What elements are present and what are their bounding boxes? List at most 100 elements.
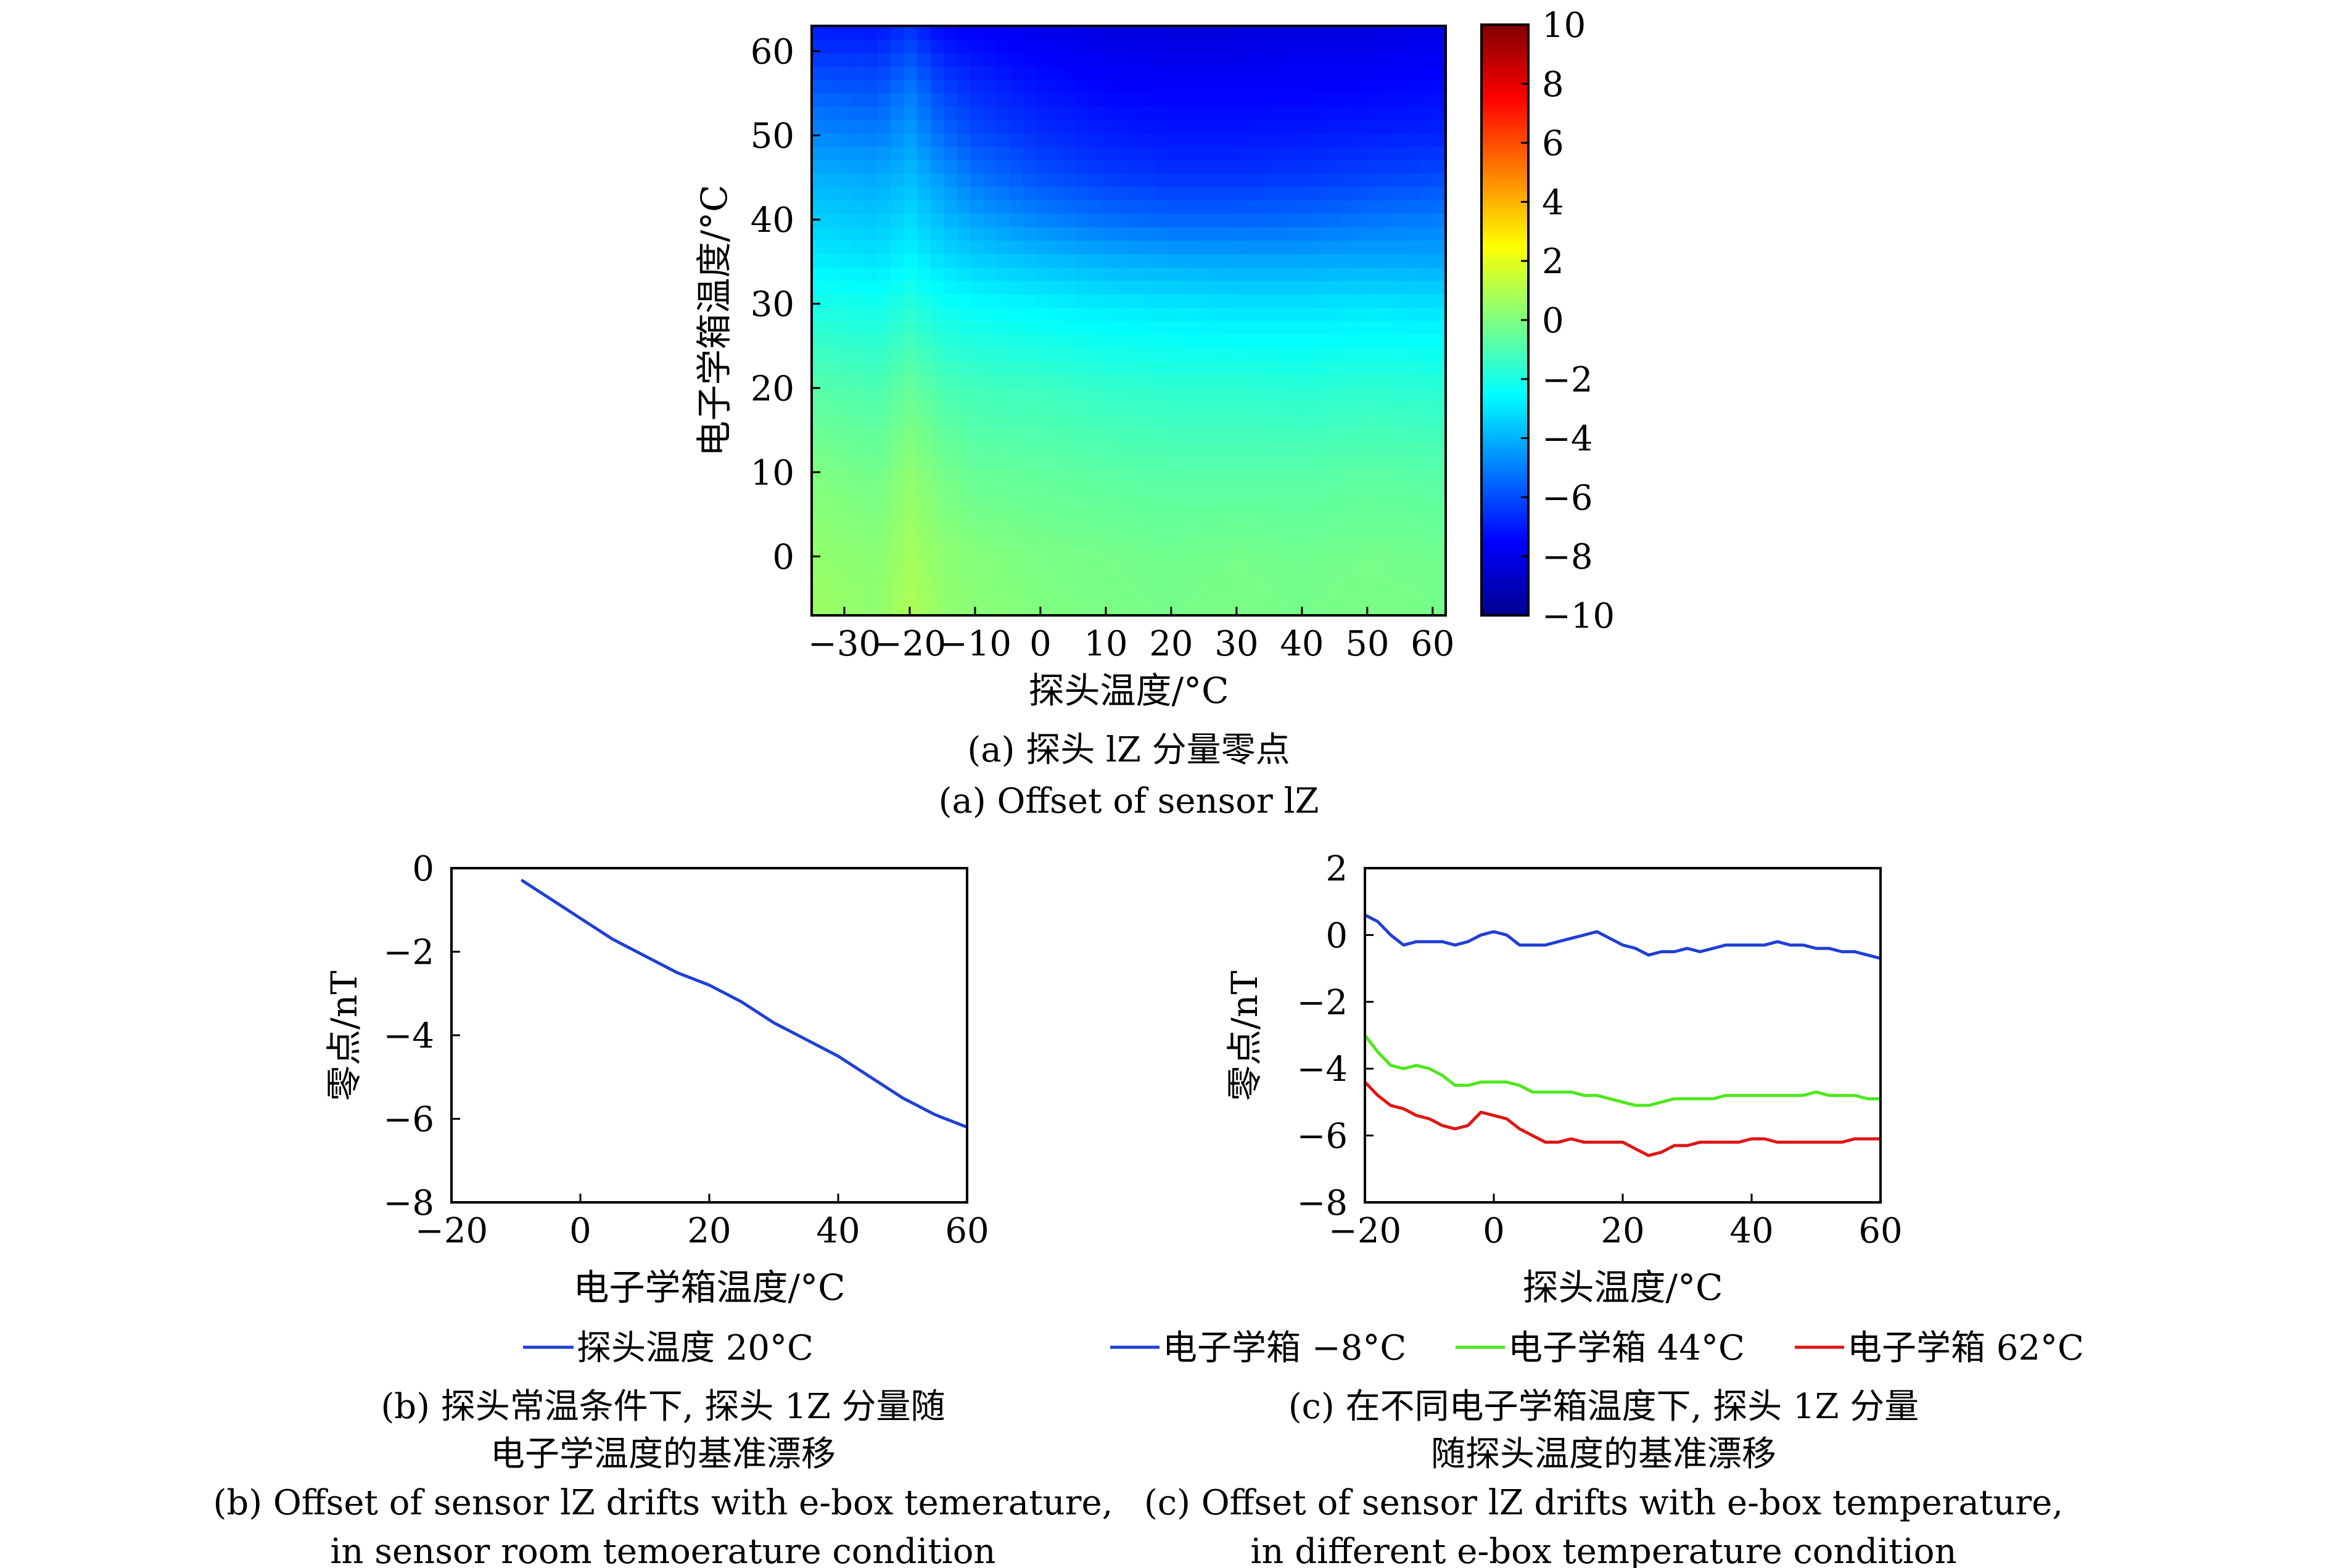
heatmap-cell	[851, 602, 865, 615]
heatmap-cell	[1115, 173, 1129, 187]
heatmap-cell	[1089, 481, 1103, 496]
heatmap-cell	[1089, 468, 1103, 482]
heatmap-cell	[1340, 588, 1354, 602]
heatmap-cell	[878, 92, 892, 107]
heatmap-cell	[1261, 173, 1275, 187]
heatmap-cell	[1287, 361, 1301, 375]
heatmap-cell	[825, 548, 839, 562]
heatmap-cell	[1406, 321, 1420, 335]
heatmap-cell	[1247, 588, 1261, 602]
heatmap-cell	[825, 441, 839, 455]
heatmap-cell	[1155, 427, 1169, 442]
heatmap-cell	[1062, 186, 1077, 201]
heatmap-cell	[891, 468, 905, 482]
heatmap-cell	[930, 401, 944, 415]
heatmap-cell	[1142, 361, 1156, 375]
heatmap-cell	[957, 79, 971, 94]
heatmap-cell	[1010, 387, 1024, 402]
heatmap-cell	[1023, 562, 1037, 576]
heatmap-cell	[1261, 321, 1275, 335]
heatmap-cell	[1353, 334, 1367, 348]
heatmap-cell	[1340, 26, 1354, 40]
heatmap-cell	[957, 280, 971, 295]
heatmap-cell	[983, 427, 997, 442]
caption-a-en: (a) Offset of sensor lZ	[939, 781, 1319, 821]
heatmap-cell	[1208, 481, 1222, 496]
heatmap-cell	[1181, 267, 1195, 281]
heatmap-cell	[1366, 79, 1380, 94]
heatmap-cell	[1327, 321, 1341, 335]
heatmap-cell	[1261, 146, 1275, 160]
heatmap-cell	[1181, 334, 1195, 348]
heatmap-cell	[1208, 307, 1222, 321]
heatmap-cell	[825, 535, 839, 549]
heatmap-cell	[1419, 39, 1433, 54]
heatmap-cell	[1076, 66, 1090, 80]
heatmap-cell	[944, 66, 958, 80]
heatmap-cell	[1129, 575, 1143, 589]
heatmap-cell	[1432, 52, 1446, 67]
heatmap-cell	[904, 321, 918, 335]
heatmap-cell	[878, 361, 892, 375]
heatmap-cell	[1366, 548, 1380, 562]
heatmap-cell	[838, 347, 852, 361]
heatmap-cell	[1181, 226, 1195, 241]
heatmap-cell	[1274, 213, 1288, 228]
heatmap-cell	[851, 521, 865, 536]
heatmap-cell	[1393, 414, 1407, 429]
heatmap-cell	[1287, 481, 1301, 496]
heatmap-cell	[1313, 454, 1327, 469]
heatmap-cell	[904, 120, 918, 134]
heatmap-cell	[1102, 387, 1116, 402]
heatmap-cell	[917, 361, 931, 375]
heatmap-cell	[1313, 173, 1327, 187]
heatmap-cell	[1287, 347, 1301, 361]
heatmap-cell	[1076, 307, 1090, 321]
heatmap-cell	[996, 226, 1010, 241]
heatmap-cell	[838, 334, 852, 348]
heatmap-cell	[930, 414, 944, 429]
heatmap-cell	[1168, 575, 1182, 589]
heatmap-cell	[1340, 508, 1354, 522]
heatmap-cell	[996, 307, 1010, 321]
heatmap-cell	[1406, 334, 1420, 348]
heatmap-cell	[1432, 226, 1446, 241]
heatmap-cell	[1247, 361, 1261, 375]
heatmap-cell	[1076, 293, 1090, 308]
heatmap-cell	[1023, 427, 1037, 442]
heatmap-cell	[1036, 321, 1050, 335]
heatmap-cell	[1300, 334, 1314, 348]
heatmap-cell	[1261, 213, 1275, 228]
heatmap-cell	[1300, 240, 1314, 255]
heatmap-cell	[1327, 186, 1341, 201]
heatmap-cell	[917, 334, 931, 348]
heatmap-cell	[1089, 226, 1103, 241]
heatmap-cell	[864, 280, 878, 295]
heatmap-cell	[1247, 79, 1261, 94]
heatmap-cell	[1353, 160, 1367, 174]
heatmap-cell	[1221, 307, 1235, 321]
heatmap-cell	[891, 521, 905, 536]
heatmap-cell	[1010, 213, 1024, 228]
heatmap-cell	[1393, 548, 1407, 562]
heatmap-cell	[1300, 173, 1314, 187]
heatmap-cell	[1208, 321, 1222, 335]
heatmap-cell	[1089, 92, 1103, 107]
heatmap-cell	[970, 347, 984, 361]
heatmap-cell	[1366, 26, 1380, 40]
heatmap-cell	[1142, 454, 1156, 469]
heatmap-cell	[838, 548, 852, 562]
heatmap-cell	[1313, 253, 1327, 268]
heatmap-cell	[1168, 200, 1182, 214]
heatmap-cell	[1049, 508, 1063, 522]
heatmap-cell	[1393, 267, 1407, 281]
heatmap-cell	[1287, 280, 1301, 295]
heatmap-cell	[1129, 280, 1143, 295]
heatmap-cell	[1010, 226, 1024, 241]
panel-c-plot-frame	[1364, 867, 1882, 1204]
heatmap-cell	[1129, 226, 1143, 241]
heatmap-cell	[1221, 240, 1235, 255]
heatmap-cell	[1234, 414, 1248, 429]
heatmap-cell	[1062, 575, 1077, 589]
heatmap-cell	[1208, 26, 1222, 40]
